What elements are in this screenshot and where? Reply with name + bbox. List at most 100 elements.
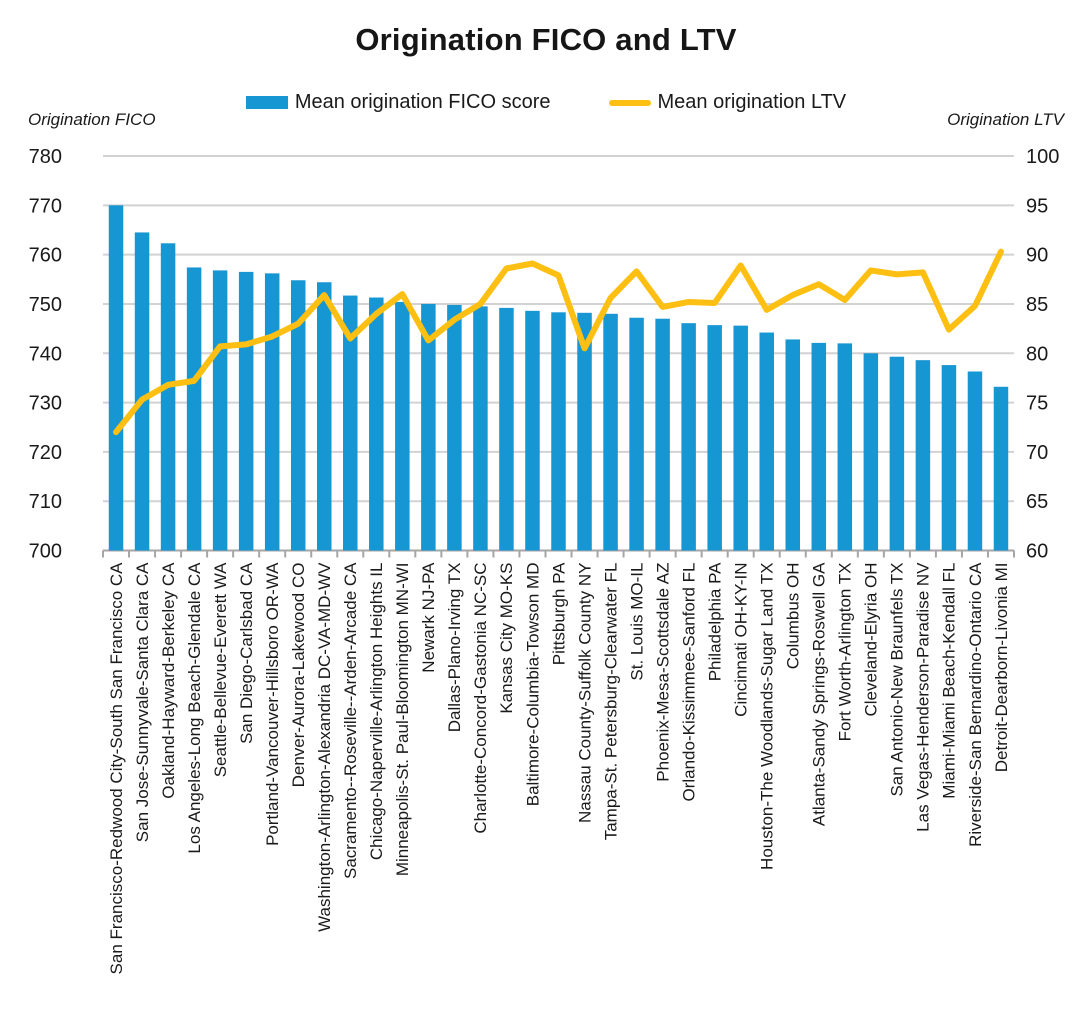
fico-bar [369,297,384,551]
x-category-label: Denver-Aurora-Lakewood CO [289,563,308,788]
fico-bar [316,282,332,551]
fico-bar [863,353,879,551]
x-category-label: Dallas-Plano-Irving TX [445,563,464,733]
fico-bar [551,312,566,551]
fico-bar [707,325,722,551]
x-category-label: Charlotte-Concord-Gastonia NC-SC [471,563,490,834]
x-category-label: St. Louis MO-IL [627,563,646,681]
fico-bar [629,317,644,551]
y-tick-label-left: 700 [29,541,62,563]
x-category-label: San Jose-Sunnyvale-Santa Clara CA [133,562,152,842]
y-tick-label-right: 80 [1026,343,1048,365]
legend: Mean origination FICO score Mean origina… [0,91,1092,114]
fico-legend-swatch [245,96,288,109]
fico-bar [733,325,748,551]
y-tick-label-left: 740 [29,343,62,365]
fico-bar [603,313,618,551]
x-category-label: Columbus OH [784,563,803,670]
legend-item-fico: Mean origination FICO score [245,91,551,114]
x-category-label: Las Vegas-Henderson-Paradise NV [914,562,933,832]
x-category-label: Riverside-San Bernardino-Ontario CA [966,562,985,847]
y-tick-label-left: 750 [29,294,62,316]
fico-bar [499,307,514,551]
x-category-label: Philadelphia PA [705,562,724,681]
y-tick-label-right: 65 [1026,491,1048,513]
fico-bar [395,301,410,551]
x-category-label: San Antonio-New Braunfels TX [888,563,907,797]
x-category-label: Nassau County-Suffolk County NY [575,563,594,823]
fico-bar [343,295,358,551]
y-tick-label-right: 60 [1026,541,1048,563]
y-tick-label-right: 70 [1026,442,1048,464]
fico-bar [264,273,280,551]
x-category-label: Baltimore-Columbia-Towson MD [523,563,542,807]
fico-bar [655,318,670,551]
fico-bar [134,232,150,551]
x-category-label: Kansas City MO-KS [497,563,516,714]
y-tick-label-left: 730 [29,393,62,415]
fico-bar [212,270,228,551]
left-axis-caption: Origination FICO [28,110,156,129]
x-category-label: Minneapolis-St. Paul-Bloomington MN-WI [393,563,412,877]
right-axis-caption: Origination LTV [947,110,1064,129]
fico-bar [108,205,124,551]
fico-bar [837,343,853,551]
x-category-label: Seattle-Bellevue-Everett WA [211,562,230,777]
fico-bar [473,306,488,551]
fico-bar [889,356,905,551]
fico-bar [915,360,931,551]
x-category-label: San Diego-Carlsbad CA [237,562,256,744]
fico-bar [759,332,774,551]
fico-bar [811,342,827,551]
fico-bar [941,365,957,551]
y-tick-label-left: 770 [29,195,62,217]
x-category-label: Cincinnati OH-KY-IN [732,563,751,717]
y-tick-label-left: 780 [29,146,62,168]
x-category-label: Chicago-Naperville-Arlington Heights IL [367,563,386,861]
x-category-label: Fort Worth-Arlington TX [836,563,855,742]
x-category-label: Oakland-Hayward-Berkeley CA [159,562,178,799]
x-category-label: Pittsburgh PA [549,562,568,665]
chart-title: Origination FICO and LTV [355,22,737,57]
y-tick-label-right: 75 [1026,393,1048,415]
ltv-legend-swatch [608,99,651,106]
y-tick-label-left: 760 [29,245,62,267]
y-tick-label-left: 710 [29,491,62,513]
y-tick-label-left: 720 [29,442,62,464]
x-category-label: Washington-Arlington-Alexandria DC-VA-MD… [315,562,334,932]
y-tick-label-right: 90 [1026,245,1048,267]
fico-bar [290,280,306,551]
x-category-label: Houston-The Woodlands-Sugar Land TX [758,563,777,870]
fico-bar [186,267,202,551]
y-tick-label-right: 100 [1026,146,1059,168]
x-category-label: Orlando-Kissimmee-Sanford FL [679,563,698,802]
y-tick-label-right: 95 [1026,195,1048,217]
fico-bar [447,304,462,551]
x-category-label: San Francisco-Redwood City-South San Fra… [107,562,126,975]
ltv-line [113,248,1004,436]
y-tick-label-right: 85 [1026,294,1048,316]
fico-bar [785,339,801,551]
fico-legend-label: Mean origination FICO score [294,91,551,113]
x-category-label: Cleveland-Elyria OH [862,563,881,717]
fico-bar [967,371,983,551]
x-category-label: Portland-Vancouver-Hillsboro OR-WA [263,562,282,846]
fico-bar [525,310,540,551]
legend-item-ltv: Mean origination LTV [608,91,847,114]
fico-bar [993,386,1009,551]
x-category-label: Sacramento--Roseville--Arden-Arcade CA [341,562,360,879]
x-category-label: Phoenix-Mesa-Scottsdale AZ [653,563,672,782]
x-category-label: Tampa-St. Petersburg-Clearwater FL [601,563,620,841]
fico-bar [160,243,176,551]
fico-bar [421,303,436,551]
fico-bar [577,312,592,551]
fico-bar [681,323,696,551]
x-category-label: Atlanta-Sandy Springs-Roswell GA [810,562,829,826]
x-category-label: Los Angeles-Long Beach-Glendale CA [185,562,204,854]
x-category-label: Miami-Miami Beach-Kendall FL [940,563,959,799]
fico-bar [238,271,254,551]
x-category-label: Detroit-Dearborn-Livonia MI [992,563,1011,773]
x-category-label: Newark NJ-PA [419,562,438,673]
ltv-legend-label: Mean origination LTV [657,91,847,113]
